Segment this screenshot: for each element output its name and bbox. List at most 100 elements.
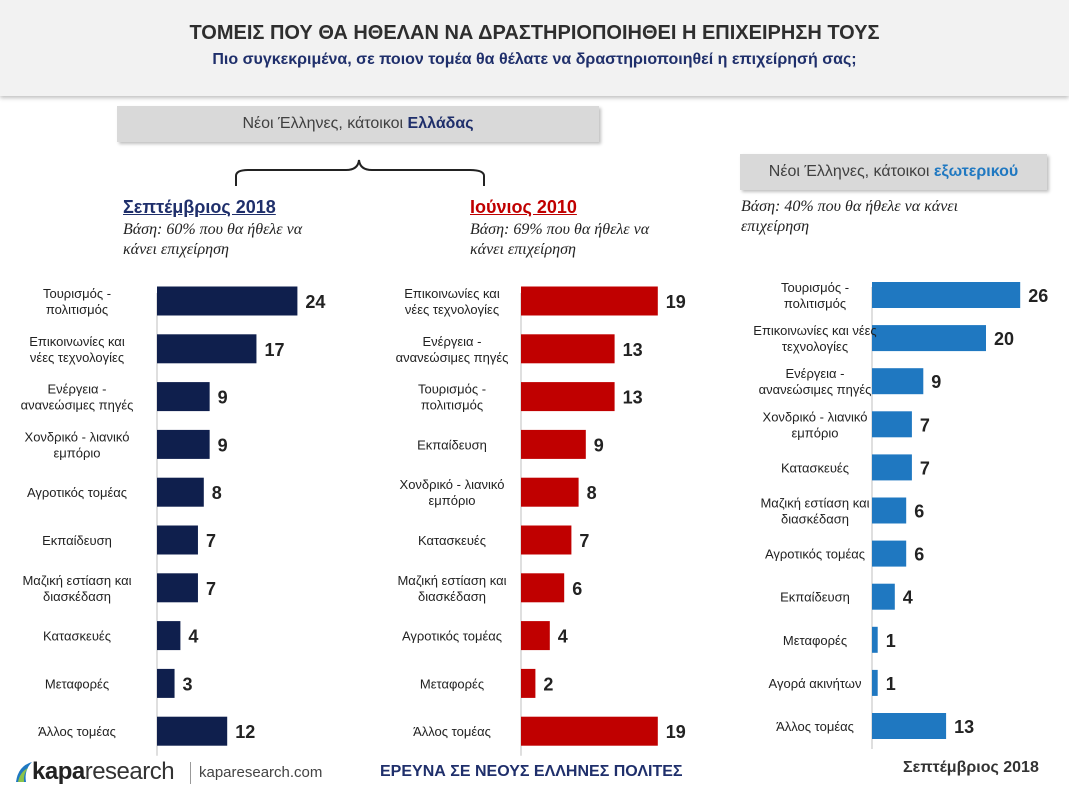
data-label: 19 bbox=[666, 292, 686, 312]
bar bbox=[157, 716, 228, 746]
panel-jun2010-heading: Ιούνιος 2010 bbox=[470, 197, 577, 217]
category-label: πολιτισμός bbox=[46, 302, 108, 317]
bar bbox=[521, 668, 536, 698]
panel-abroad-base-line1: Βάση: 40% που θα ήθελε να κάνει bbox=[741, 198, 959, 215]
footer-survey-title: ΕΡΕΥΝΑ ΣΕ ΝΕΟΥΣ ΕΛΛΗΝΕΣ ΠΟΛΙΤΕΣ bbox=[380, 763, 683, 780]
panel-jun2010-base-line2: κάνει επιχείρηση bbox=[470, 241, 576, 258]
bar bbox=[521, 334, 615, 364]
data-label: 6 bbox=[572, 579, 582, 599]
data-label: 9 bbox=[594, 435, 604, 455]
data-label: 4 bbox=[558, 627, 568, 647]
category-label: Αγορά ακινήτων bbox=[769, 676, 862, 691]
bar bbox=[521, 477, 579, 507]
bar bbox=[157, 382, 210, 412]
category-label: Επικοινωνίες και bbox=[404, 286, 500, 301]
category-label: εμπόριο bbox=[792, 425, 839, 440]
data-label: 13 bbox=[623, 340, 643, 360]
bar bbox=[157, 334, 257, 364]
data-label: 6 bbox=[914, 502, 924, 522]
data-label: 19 bbox=[666, 722, 686, 742]
category-label: Εκπαίδευση bbox=[780, 590, 850, 605]
category-label: Μαζική εστίαση και bbox=[22, 573, 131, 588]
category-label: Κατασκευές bbox=[43, 629, 111, 644]
footer-date: Σεπτέμβριος 2018 bbox=[903, 759, 1039, 776]
data-label: 20 bbox=[994, 329, 1014, 349]
category-label: Αγροτικός τομέας bbox=[27, 485, 127, 500]
data-label: 1 bbox=[886, 631, 896, 651]
bar bbox=[872, 282, 1021, 308]
bar bbox=[872, 540, 907, 567]
bar bbox=[157, 286, 298, 316]
data-label: 7 bbox=[206, 579, 216, 599]
category-label: Επικοινωνίες και νέες bbox=[753, 323, 876, 338]
group-label-abroad-prefix: Νέοι Έλληνες, κάτοικοι bbox=[768, 163, 934, 180]
category-label: Κατασκευές bbox=[781, 460, 849, 475]
bar bbox=[521, 621, 550, 651]
category-label: Ενέργεια - bbox=[47, 382, 106, 397]
data-label: 7 bbox=[920, 458, 930, 478]
category-label: Τουρισμός - bbox=[43, 286, 111, 301]
data-label: 7 bbox=[206, 531, 216, 551]
category-label: Μαζική εστίαση και bbox=[760, 496, 869, 511]
panel-jun2010-base: Βάση: 69% που θα ήθελε να κάνει επιχείρη… bbox=[470, 220, 710, 260]
bar bbox=[521, 716, 658, 746]
category-label: Άλλος τομέας bbox=[38, 724, 116, 739]
category-label: Τουρισμός - bbox=[781, 280, 849, 295]
bar bbox=[157, 621, 181, 651]
data-label: 9 bbox=[931, 372, 941, 392]
page-title: ΤΟΜΕΙΣ ΠΟΥ ΘΑ ΗΘΕΛΑΝ ΝΑ ΔΡΑΣΤΗΡΙΟΠΟΙΗΘΕΙ… bbox=[189, 22, 880, 44]
data-label: 4 bbox=[188, 627, 198, 647]
data-label: 6 bbox=[914, 545, 924, 565]
category-label: Μεταφορές bbox=[45, 676, 109, 691]
bar bbox=[521, 573, 565, 603]
category-label: διασκέδαση bbox=[781, 512, 849, 527]
category-label: Άλλος τομέας bbox=[776, 719, 854, 734]
data-label: 26 bbox=[1028, 286, 1048, 306]
page-subtitle: Πιο συγκεκριμένα, σε ποιον τομέα θα θέλα… bbox=[212, 51, 857, 68]
logo-kapa: kapa bbox=[32, 758, 85, 785]
data-label: 12 bbox=[235, 722, 255, 742]
bar bbox=[872, 368, 924, 395]
data-label: 13 bbox=[954, 717, 974, 737]
bar bbox=[872, 411, 912, 438]
data-label: 9 bbox=[218, 388, 228, 408]
bar bbox=[157, 525, 198, 555]
category-label: εμπόριο bbox=[429, 493, 476, 508]
category-label: διασκέδαση bbox=[43, 589, 111, 604]
bar bbox=[872, 325, 986, 352]
bar bbox=[872, 626, 878, 653]
category-label: πολιτισμός bbox=[421, 398, 483, 413]
category-label: Χονδρικό - λιανικό bbox=[25, 429, 130, 444]
data-label: 1 bbox=[886, 674, 896, 694]
bar bbox=[521, 382, 615, 412]
category-label: Μεταφορές bbox=[420, 676, 484, 691]
data-label: 7 bbox=[920, 415, 930, 435]
bar bbox=[872, 713, 947, 739]
bar bbox=[157, 668, 175, 698]
category-label: νέες τεχνολογίες bbox=[405, 302, 499, 317]
data-label: 13 bbox=[623, 388, 643, 408]
kapa-logo-text: kaparesearch bbox=[32, 758, 175, 786]
category-label: ανανεώσιμες πηγές bbox=[21, 398, 134, 413]
kapa-logo-icon bbox=[16, 762, 32, 782]
data-label: 17 bbox=[264, 340, 284, 360]
category-label: νέες τεχνολογίες bbox=[30, 350, 124, 365]
footer-url: kaparesearch.com bbox=[199, 764, 323, 781]
group-brace bbox=[235, 159, 485, 186]
bar bbox=[157, 573, 198, 603]
group-label-greece: Νέοι Έλληνες, κάτοικοι Ελλάδας bbox=[117, 106, 599, 142]
category-label: Εκπαίδευση bbox=[42, 533, 112, 548]
category-label: Μεταφορές bbox=[783, 633, 847, 648]
category-label: Μαζική εστίαση και bbox=[397, 573, 506, 588]
category-label: Επικοινωνίες και bbox=[29, 334, 125, 349]
category-label: Ενέργεια - bbox=[785, 366, 844, 381]
category-label: Αγροτικός τομέας bbox=[765, 547, 865, 562]
panel-sep2018-heading: Σεπτέμβριος 2018 bbox=[123, 197, 276, 217]
group-label-greece-prefix: Νέοι Έλληνες, κάτοικοι bbox=[242, 115, 408, 132]
bar bbox=[872, 454, 912, 481]
bar bbox=[872, 669, 878, 696]
group-label-abroad: Νέοι Έλληνες, κάτοικοι εξωτερικού bbox=[740, 154, 1047, 190]
category-label: διασκέδαση bbox=[418, 589, 486, 604]
chart-abroad: 26 Τουρισμός -πολιτισμός 20 Επικοινωνίες κα… bbox=[753, 280, 1048, 749]
